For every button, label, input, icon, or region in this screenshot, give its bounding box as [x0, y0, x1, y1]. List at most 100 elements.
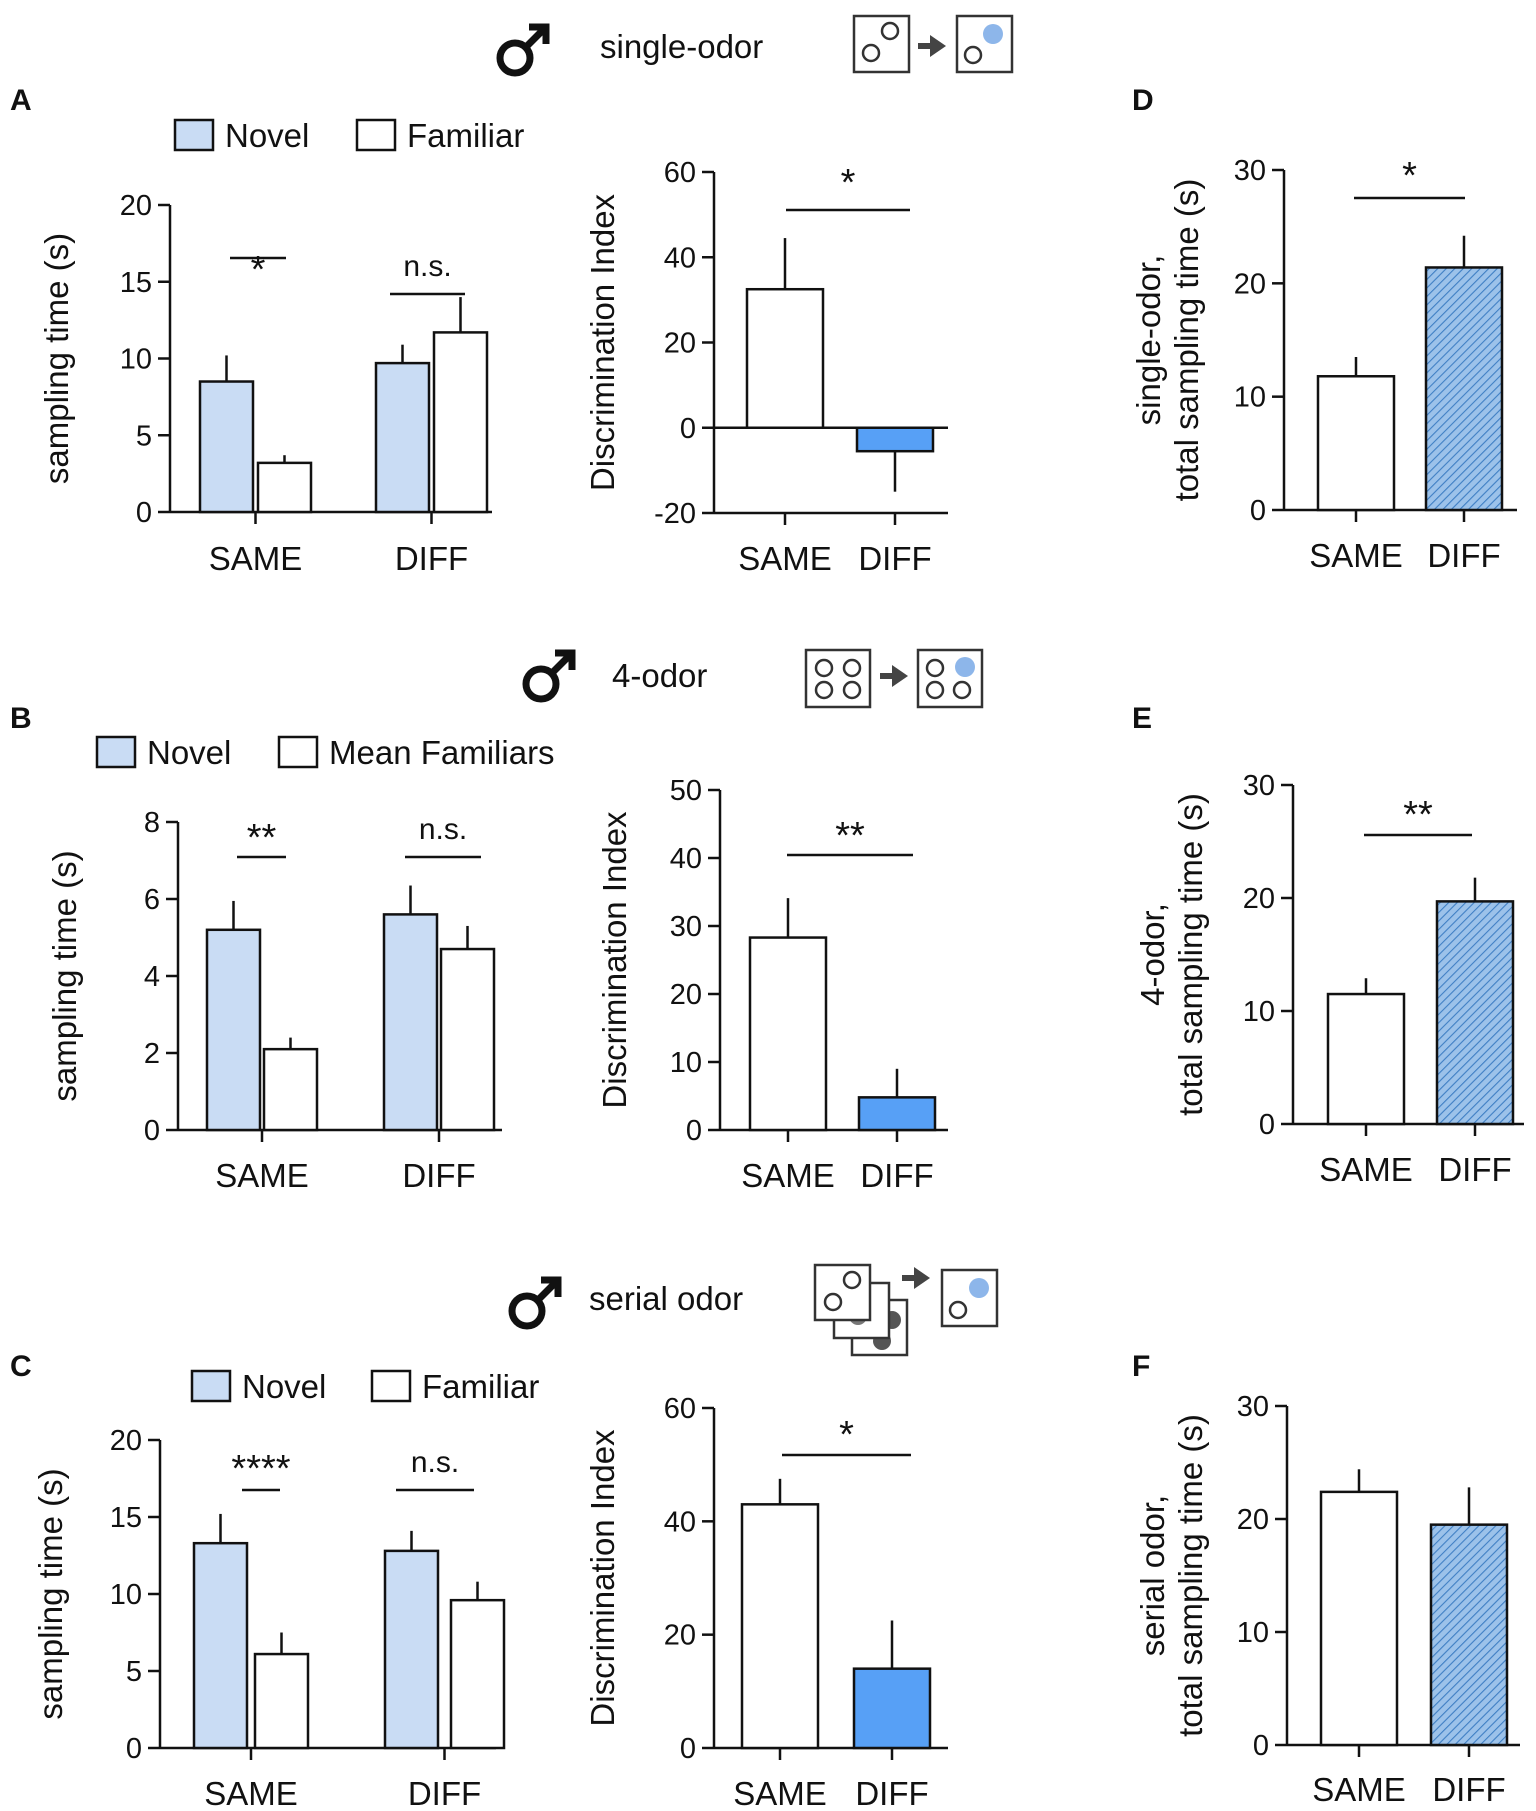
odor-box: [804, 648, 872, 709]
x-tick-label: DIFF: [860, 1157, 933, 1194]
x-tick-label: DIFF: [1427, 537, 1500, 574]
male-symbol-arrowhead: [541, 1276, 562, 1297]
legend-swatch: [277, 735, 319, 769]
header-title: single-odor: [600, 28, 763, 65]
bar: [855, 426, 935, 453]
y-tick-label: 0: [686, 1115, 702, 1147]
y-axis-title: Discrimination Index: [584, 193, 621, 491]
male-symbol-arrowhead: [529, 23, 550, 44]
x-tick-label: DIFF: [855, 1775, 928, 1811]
y-axis-title: total sampling time (s): [1172, 1414, 1209, 1737]
y-axis-title: sampling time (s): [38, 233, 75, 484]
x-tick-label: DIFF: [395, 540, 468, 577]
y-tick-label: 10: [1234, 382, 1266, 414]
legend-label: Novel: [242, 1368, 326, 1405]
legend-swatch: [370, 1369, 412, 1403]
odor-box: [916, 648, 984, 709]
male-symbol-icon: [508, 1276, 562, 1330]
y-tick-label: 40: [664, 1506, 696, 1538]
odor-box: [940, 1268, 999, 1328]
y-tick-label: 30: [1234, 155, 1266, 187]
odor-box: [813, 1263, 872, 1322]
significance-stars: ****: [231, 1448, 290, 1490]
y-tick-label: 8: [144, 807, 160, 839]
y-axis-title: total sampling time (s): [1172, 793, 1209, 1116]
y-tick-label: 0: [144, 1115, 160, 1147]
bar: [852, 1667, 932, 1750]
male-symbol-arrowhead: [555, 649, 576, 670]
x-tick-label: SAME: [1319, 1151, 1413, 1188]
bar: [205, 928, 262, 1132]
y-tick-label: 0: [1259, 1109, 1275, 1141]
bar: [748, 936, 828, 1132]
y-tick-label: 4: [144, 961, 160, 993]
bar: [439, 947, 496, 1132]
male-symbol-circle: [508, 1292, 546, 1330]
y-tick-label: 0: [1253, 1730, 1269, 1762]
y-tick-label: 10: [1243, 996, 1275, 1028]
y-tick-label: 5: [136, 420, 152, 452]
bar: [256, 461, 313, 514]
odor-circle: [814, 680, 834, 700]
y-axis-title: Discrimination Index: [584, 1429, 621, 1727]
bar: [198, 380, 255, 514]
y-tick-label: 10: [110, 1579, 142, 1611]
x-tick-label: DIFF: [402, 1157, 475, 1194]
bar: [262, 1047, 319, 1132]
odor-circle: [861, 43, 881, 63]
y-axis-title: serial odor,: [1134, 1495, 1171, 1656]
y-tick-label: 30: [1243, 770, 1275, 802]
legend-swatch: [190, 1369, 232, 1403]
y-tick-label: 10: [670, 1047, 702, 1079]
odor-box: [955, 14, 1014, 74]
x-tick-label: SAME: [215, 1157, 309, 1194]
odor-circle: [948, 1300, 968, 1320]
y-tick-label: 30: [670, 911, 702, 943]
x-tick-label: SAME: [209, 540, 303, 577]
odor-circle: [963, 45, 983, 65]
legend-label: Novel: [147, 734, 231, 771]
arrow-icon: [914, 1267, 930, 1289]
bar: [1316, 375, 1396, 512]
arrow-icon: [930, 35, 946, 57]
bar: [1424, 266, 1504, 512]
novel-odor-dot: [969, 1278, 989, 1298]
y-tick-label: 10: [120, 344, 152, 376]
panel-label: D: [1132, 84, 1154, 117]
x-tick-label: DIFF: [1438, 1151, 1511, 1188]
legend-label: Familiar: [422, 1368, 539, 1405]
male-symbol-icon: [496, 23, 550, 77]
bar: [382, 913, 439, 1132]
significance-stars: *: [839, 1414, 854, 1456]
odor-circle: [952, 680, 972, 700]
significance-stars: **: [247, 817, 277, 859]
y-tick-label: 20: [664, 1620, 696, 1652]
y-tick-label: 20: [110, 1425, 142, 1457]
y-tick-label: 15: [120, 267, 152, 299]
male-symbol-arrow: [522, 27, 546, 51]
y-tick-label: 20: [120, 190, 152, 222]
y-tick-label: 20: [664, 328, 696, 360]
x-tick-label: DIFF: [858, 540, 931, 577]
y-tick-label: 40: [664, 242, 696, 274]
odor-circle: [842, 1270, 862, 1290]
legend-swatch: [173, 118, 215, 152]
bar: [740, 1503, 820, 1750]
odor-circle: [842, 680, 862, 700]
legend-label: Mean Familiars: [329, 734, 555, 771]
legend-label: Familiar: [407, 117, 524, 154]
x-tick-label: SAME: [738, 540, 832, 577]
y-tick-label: 20: [1234, 268, 1266, 300]
x-tick-label: SAME: [733, 1775, 827, 1811]
significance-stars: *: [1402, 155, 1417, 197]
y-axis-title: Discrimination Index: [596, 811, 633, 1109]
male-symbol-circle: [522, 665, 560, 703]
male-symbol-icon: [522, 649, 576, 703]
significance-stars: *: [841, 162, 856, 204]
significance-stars: *: [251, 249, 266, 291]
y-tick-label: 5: [126, 1656, 142, 1688]
odor-circle: [880, 21, 900, 41]
panel-label: F: [1132, 1350, 1150, 1383]
bar: [1326, 992, 1406, 1126]
